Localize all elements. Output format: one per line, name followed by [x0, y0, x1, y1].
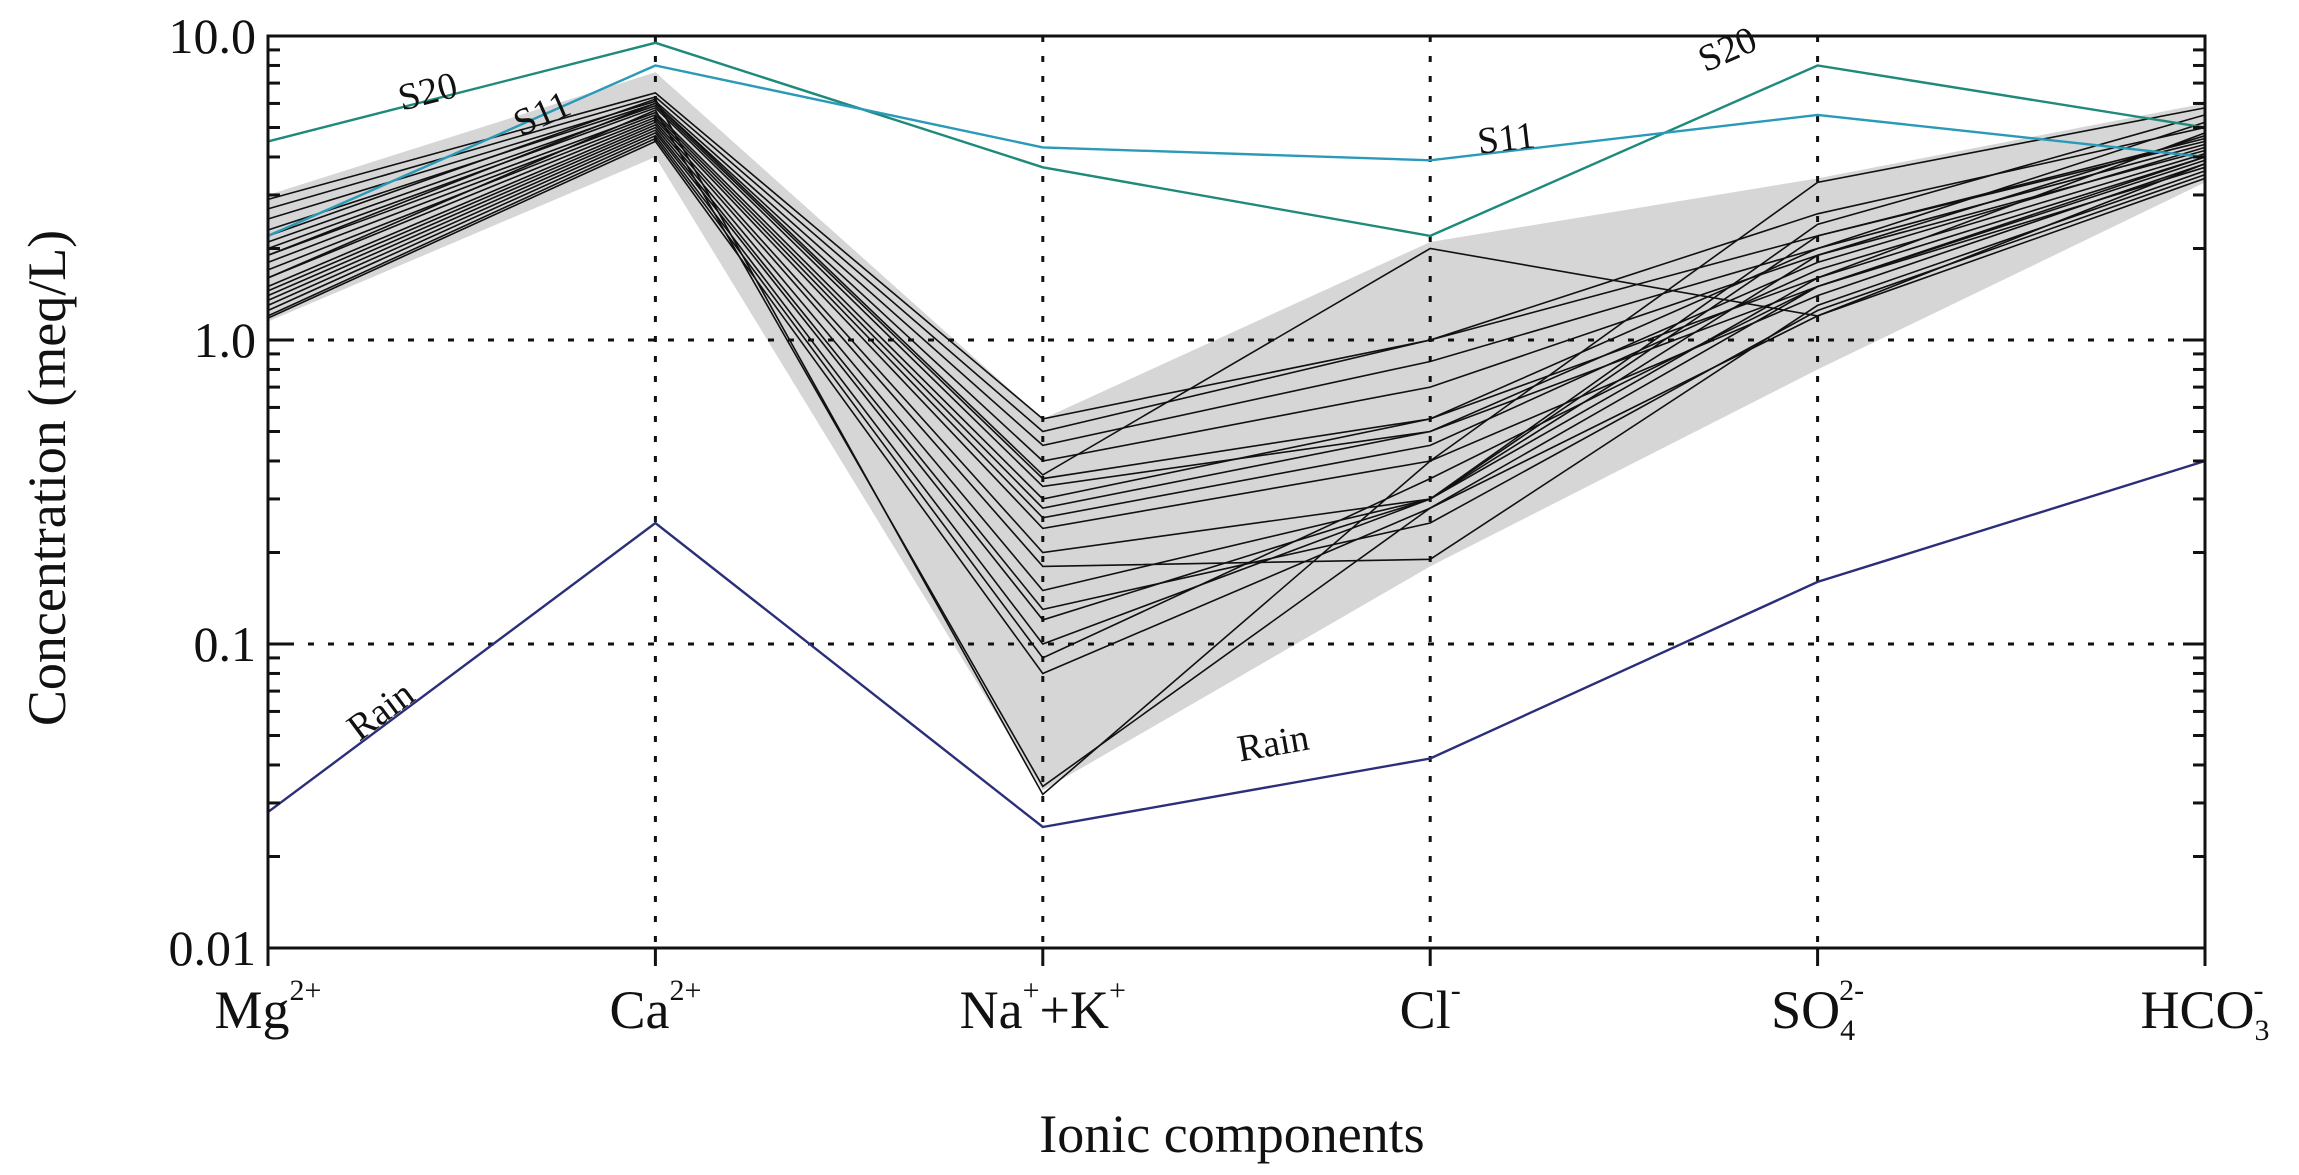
sample-line [267, 114, 2206, 621]
sample-line [267, 109, 2206, 788]
sample-line [267, 126, 2206, 592]
sample-line [267, 121, 2206, 554]
series-line-s20 [267, 41, 2206, 238]
series-line-s11 [267, 64, 2206, 237]
series-label-rain: Rain [1234, 717, 1312, 771]
sample-line [267, 116, 2206, 519]
plot-border [266, 34, 2207, 950]
y-tick-label: 0.01 [169, 920, 257, 976]
sample-line [267, 102, 2206, 476]
x-tick-label: HCO3- [2140, 974, 2269, 1047]
x-axis-label: Ionic components [1039, 1104, 1424, 1164]
x-tick-label: SO42- [1771, 974, 1864, 1047]
series-label-s11: S11 [1475, 114, 1537, 162]
sample-line [267, 92, 2206, 420]
sample-line [267, 123, 2206, 568]
x-tick-labels: Mg2+ Ca2+ Na++K+ Cl- SO42- HCO3- [215, 974, 2270, 1047]
sample-line [267, 100, 2206, 447]
sample-line [267, 140, 2206, 675]
series-label-s20: S20 [1692, 19, 1763, 81]
series-label-rain: Rain [340, 673, 423, 750]
y-axis-label: Concentration (meq/L) [17, 230, 77, 726]
sample-line [267, 118, 2206, 530]
labelled-series-layer [267, 41, 2206, 829]
sample-line [267, 129, 2206, 611]
grid-layer [268, 36, 2205, 948]
plot-frame [266, 34, 2207, 966]
x-tick-label: Ca2+ [609, 974, 701, 1040]
sample-line [267, 98, 2206, 796]
sample-line [267, 111, 2206, 500]
x-tick-label: Mg2+ [215, 974, 322, 1040]
sample-line [267, 134, 2206, 645]
y-tick-label: 0.1 [194, 616, 257, 672]
y-tick-label: 1.0 [194, 312, 257, 368]
x-tick-label: Na++K+ [960, 974, 1126, 1040]
y-tick-label: 10.0 [169, 8, 257, 64]
y-tick-labels: 0.01 0.1 1.0 10.0 [169, 8, 257, 976]
series-label-s20: S20 [394, 64, 462, 119]
sample-lines-layer [267, 92, 2206, 796]
sample-line [267, 102, 2206, 462]
series-line-rain [267, 459, 2206, 829]
x-tick-label: Cl- [1400, 974, 1461, 1040]
sample-line [267, 137, 2206, 659]
